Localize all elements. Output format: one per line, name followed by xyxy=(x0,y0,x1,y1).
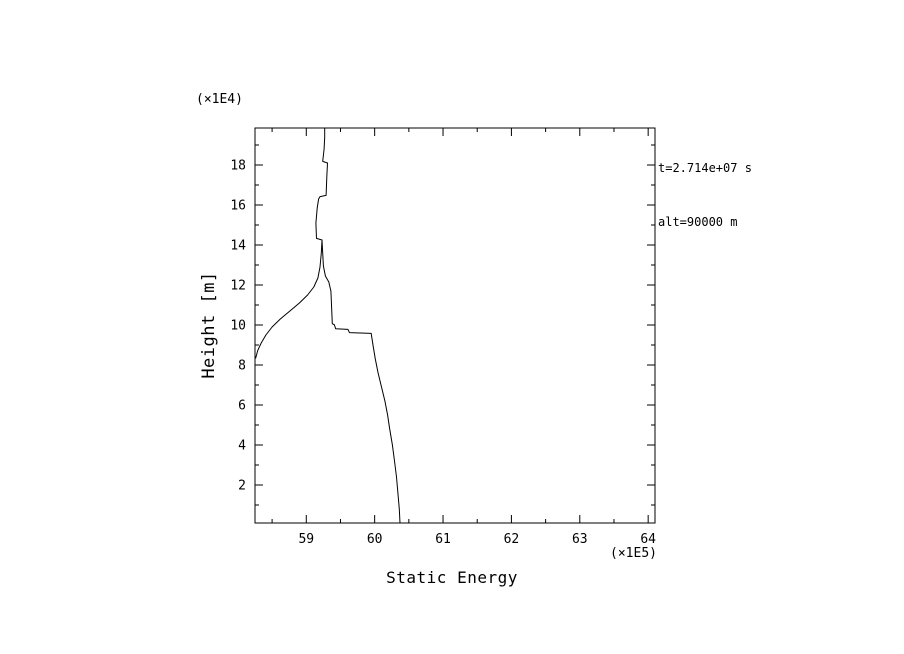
y-tick-label: 2 xyxy=(238,479,246,494)
y-tick-label: 6 xyxy=(238,399,246,414)
annotation-block: t=2.714e+07 s alt=90000 m xyxy=(658,123,752,249)
y-tick-label: 10 xyxy=(230,319,246,334)
y-tick-label: 16 xyxy=(230,199,246,214)
x-tick-label: 62 xyxy=(504,532,520,547)
y-axis-scale-label: (×1E4) xyxy=(196,92,243,107)
x-tick-label: 63 xyxy=(572,532,588,547)
annotation-time: t=2.714e+07 s xyxy=(658,161,752,175)
x-tick-label: 60 xyxy=(367,532,383,547)
x-axis-title: Static Energy xyxy=(386,567,518,587)
y-tick-label: 4 xyxy=(238,439,246,454)
x-tick-label: 59 xyxy=(298,532,314,547)
y-axis-title: Height [m] xyxy=(199,271,220,379)
y-tick-label: 14 xyxy=(230,239,246,254)
series-line-profile-main xyxy=(315,127,401,524)
y-tick-label: 18 xyxy=(230,159,246,174)
x-axis-scale-label: (×1E5) xyxy=(610,546,657,561)
y-tick-label: 8 xyxy=(238,359,246,374)
x-tick-label: 61 xyxy=(435,532,451,547)
y-tick-label: 12 xyxy=(230,279,246,294)
x-tick-label: 64 xyxy=(640,532,656,547)
plot-frame xyxy=(254,127,656,524)
series-line-profile-secondary xyxy=(255,239,323,359)
annotation-altitude: alt=90000 m xyxy=(658,215,738,229)
